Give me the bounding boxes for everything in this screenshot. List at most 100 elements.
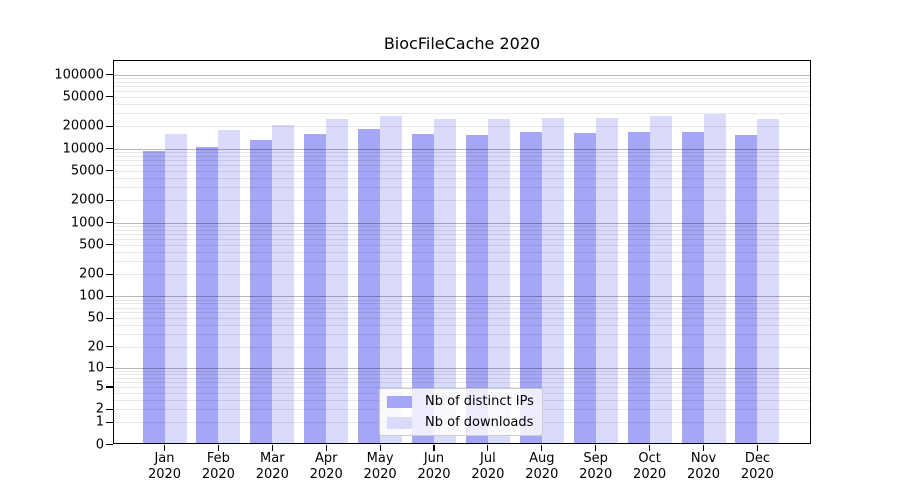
gridline-minor-80: [114, 303, 810, 305]
x-tick-label-dec: Dec 2020: [740, 451, 774, 482]
y-tick-label-10: 10: [87, 360, 104, 376]
bar-distinct-ips-jun: [412, 133, 434, 443]
legend-item-distinct-ips: Nb of distinct IPs: [387, 394, 542, 409]
bar-downloads-mar: [272, 124, 295, 443]
bar-distinct-ips-nov: [681, 131, 704, 443]
x-tick-label-sep: Sep 2020: [579, 451, 613, 482]
gridline-minor-60: [114, 312, 810, 314]
gridline-minor-50: [114, 318, 810, 320]
gridline-minor-30: [114, 334, 810, 336]
y-tick-label-20: 20: [87, 339, 104, 355]
y-tick-label-20000: 20000: [62, 118, 104, 134]
gridline-minor-400: [114, 251, 810, 253]
gridline-minor-80000: [114, 81, 810, 83]
x-tick-mark-jul: [487, 445, 489, 451]
x-tick-mark-aug: [541, 445, 543, 451]
y-tick-mark-10: [106, 366, 113, 369]
gridline-minor-20: [114, 346, 810, 348]
gridline-minor-300: [114, 261, 810, 263]
bar-distinct-ips-aug: [519, 131, 542, 443]
bar-distinct-ips-dec: [735, 134, 758, 443]
y-tick-label-50: 50: [87, 310, 104, 326]
x-tick-label-apr: Apr 2020: [309, 451, 343, 482]
gridline-minor-4000: [114, 178, 810, 180]
gridline-minor-30000: [114, 113, 810, 115]
gridline-minor-900: [114, 225, 810, 227]
gridline-minor-50000: [114, 96, 810, 98]
x-tick-label-may: May 2020: [363, 451, 397, 482]
gridline-minor-5000: [114, 170, 810, 172]
gridline-minor-9: [114, 370, 810, 372]
x-tick-mark-feb: [217, 445, 219, 451]
x-tick-mark-jun: [433, 445, 435, 451]
gridline-minor-40000: [114, 104, 810, 106]
x-tick-mark-dec: [756, 445, 758, 451]
gridline-minor-600: [114, 238, 810, 240]
gridline-minor-2000: [114, 200, 810, 202]
plot-area: [113, 60, 811, 444]
y-tick-label-2: 2: [95, 401, 104, 417]
x-tick-mark-jan: [163, 445, 166, 451]
legend-swatch-distinct-ips: [387, 395, 412, 408]
gridline-minor-7000: [114, 160, 810, 162]
x-tick-label-jun: Jun 2020: [417, 451, 451, 482]
y-tick-label-1: 1: [95, 414, 104, 430]
gridline-minor-8: [114, 373, 810, 375]
bar-distinct-ips-apr: [304, 133, 327, 443]
bar-downloads-oct: [649, 115, 672, 443]
gridline-minor-700: [114, 234, 810, 236]
y-tick-label-100: 100: [79, 288, 104, 304]
y-tick-mark-200: [106, 273, 113, 275]
x-tick-mark-mar: [271, 445, 273, 451]
bar-downloads-sep: [595, 118, 618, 443]
x-tick-label-nov: Nov 2020: [686, 451, 721, 482]
bar-distinct-ips-may: [358, 129, 381, 443]
gridline-minor-6000: [114, 165, 810, 166]
bar-distinct-ips-oct: [627, 131, 650, 443]
y-tick-label-0: 0: [95, 437, 104, 453]
gridline-minor-70000: [114, 86, 810, 88]
gridline-minor-70: [114, 307, 810, 309]
x-tick-label-feb: Feb 2020: [201, 451, 235, 482]
y-tick-mark-1: [106, 421, 113, 423]
y-tick-mark-500: [106, 244, 113, 246]
gridline-minor-40: [114, 325, 810, 327]
bar-distinct-ips-jul: [465, 134, 488, 443]
gridline-minor-200: [114, 274, 810, 276]
x-tick-label-oct: Oct 2020: [633, 451, 667, 482]
gridline-minor-3000: [114, 187, 810, 189]
y-tick-mark-10000: [106, 147, 113, 150]
y-tick-label-5000: 5000: [70, 163, 104, 179]
y-tick-mark-2: [106, 408, 113, 410]
gridline-minor-7: [114, 377, 810, 379]
bar-downloads-jan: [164, 134, 187, 443]
gridline-major-10: [114, 367, 810, 369]
y-tick-mark-5: [106, 386, 113, 388]
legend-item-downloads: Nb of downloads: [387, 415, 542, 430]
bar-downloads-jun: [434, 118, 456, 443]
gridline-minor-5: [114, 387, 810, 389]
gridline-major-100000: [114, 74, 810, 76]
bar-downloads-dec: [757, 119, 780, 443]
y-tick-mark-100: [106, 295, 113, 297]
x-tick-mark-sep: [595, 445, 597, 451]
x-tick-label-jan: Jan 2020: [147, 451, 182, 482]
x-tick-label-mar: Mar 2020: [255, 451, 289, 482]
y-tick-label-200: 200: [79, 266, 104, 282]
chart-title: BiocFileCache 2020: [383, 34, 541, 53]
x-tick-mark-apr: [325, 445, 327, 451]
y-tick-label-1000: 1000: [70, 215, 104, 231]
bar-downloads-feb: [218, 129, 241, 443]
y-tick-mark-1000: [106, 221, 113, 224]
y-tick-mark-0: [106, 444, 113, 446]
y-tick-mark-5000: [106, 170, 113, 172]
gridline-minor-90000: [114, 77, 810, 79]
y-tick-mark-50000: [106, 96, 113, 98]
bar-downloads-aug: [541, 117, 564, 443]
gridline-minor-8000: [114, 155, 810, 157]
gridline-minor-60000: [114, 91, 810, 93]
x-tick-label-jul: Jul 2020: [471, 451, 505, 482]
legend-swatch-downloads: [387, 416, 412, 429]
y-tick-label-10000: 10000: [62, 141, 104, 157]
